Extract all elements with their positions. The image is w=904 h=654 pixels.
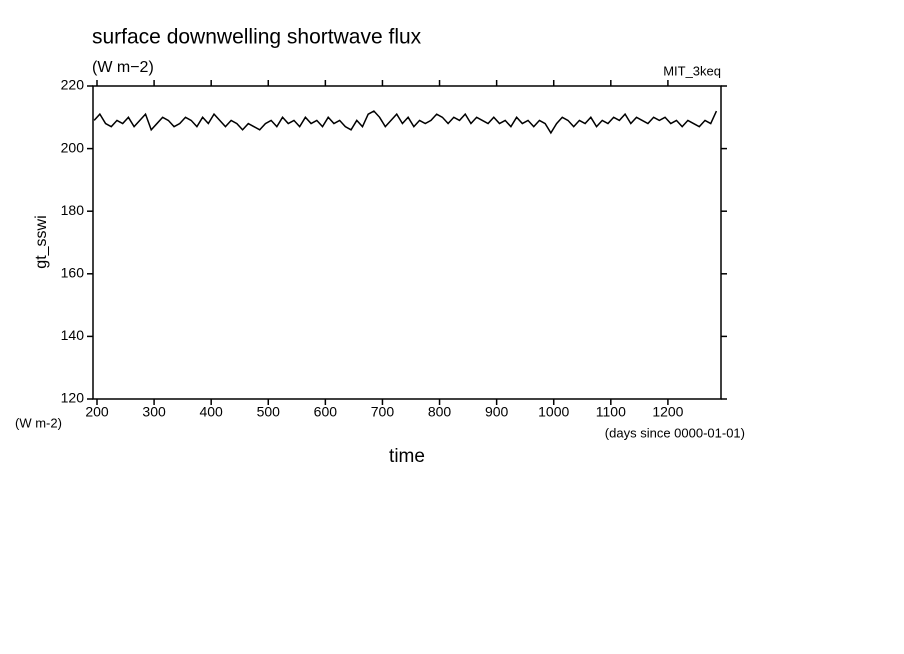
y-units: (W m-2): [15, 415, 62, 430]
x-tick-label: 1200: [652, 404, 683, 420]
x-tick-label: 500: [257, 404, 281, 420]
x-tick-label: 700: [371, 404, 395, 420]
x-tick-label: 600: [314, 404, 338, 420]
chart-subtitle: (W m−2): [92, 59, 154, 76]
y-tick-label: 160: [61, 265, 85, 281]
data-line: [93, 110, 718, 135]
x-tick-label: 200: [85, 404, 109, 420]
y-axis-label: gt_sswi: [33, 215, 50, 268]
x-axis-label: time: [389, 446, 425, 467]
x-tick-label: 1000: [538, 404, 569, 420]
x-tick-label: 800: [428, 404, 452, 420]
y-tick-label: 140: [61, 327, 85, 343]
plot-frame: [92, 85, 722, 400]
x-tick-label: 300: [142, 404, 166, 420]
y-tick-label: 220: [61, 77, 85, 93]
x-tick-label: 400: [199, 404, 223, 420]
chart-title: surface downwelling shortwave flux: [92, 26, 422, 49]
y-tick-label: 180: [61, 202, 85, 218]
y-tick-label: 200: [61, 139, 85, 155]
x-units: (days since 0000-01-01): [605, 425, 745, 440]
x-tick-label: 900: [485, 404, 509, 420]
y-tick-label: 120: [61, 390, 85, 406]
annotation: MIT_3keq: [663, 63, 721, 78]
x-tick-label: 1100: [596, 404, 626, 420]
